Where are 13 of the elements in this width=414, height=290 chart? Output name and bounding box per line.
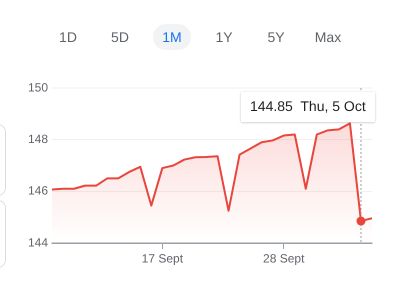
x-tick-label: 28 Sept — [263, 252, 306, 266]
text: 1M — [153, 24, 191, 50]
y-tick-label: 144 — [28, 235, 48, 250]
y-tick-label: 148 — [28, 132, 48, 146]
text: Max — [314, 28, 342, 47]
text: 5Y — [266, 28, 286, 47]
text: 5D — [110, 28, 130, 47]
text: 1Y — [214, 28, 234, 47]
y-tick-label: 146 — [28, 184, 48, 198]
text: 1D — [58, 28, 78, 47]
annotation: 144.85 Thu, 5 Oct — [250, 98, 366, 114]
x-tick-label: 17 Sept — [142, 252, 184, 266]
y-tick-label: 150 — [28, 80, 48, 94]
